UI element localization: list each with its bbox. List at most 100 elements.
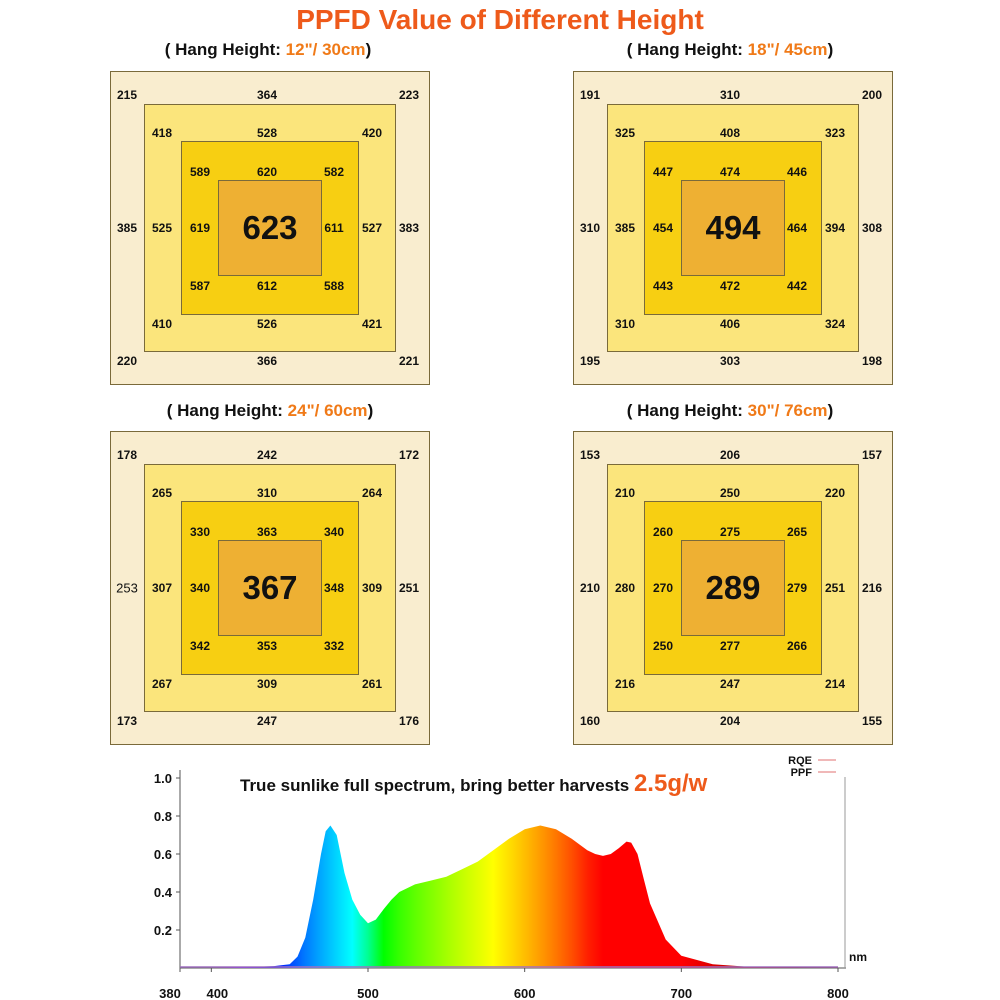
- ppfd-value-middle: 526: [256, 317, 278, 331]
- ppfd-value-outer: 178: [116, 448, 138, 462]
- ppfd-value-inner: 363: [256, 525, 278, 539]
- ppfd-value-middle: 280: [614, 581, 636, 595]
- y-tick-label: 0.6: [154, 847, 172, 862]
- spectrum-title-text: True sunlike full spectrum, bring better…: [240, 776, 634, 795]
- ppfd-value-inner: 332: [323, 639, 345, 653]
- spectrum-area: [180, 825, 838, 968]
- ppfd-value-inner: 589: [189, 165, 211, 179]
- ppfd-grid-12in: 215 364 223 385 383 220 366 221 418 528 420 525 527 4…: [110, 71, 430, 385]
- legend-rqe-label: RQE: [788, 755, 812, 767]
- ppfd-value-outer: 215: [116, 88, 138, 102]
- ppfd-value-outer: 303: [719, 354, 741, 368]
- ppfd-value-inner: 442: [786, 279, 808, 293]
- ppfd-value-middle: 310: [256, 486, 278, 500]
- ppfd-center-value: 494: [705, 209, 761, 246]
- ppfd-value-outer: 220: [116, 354, 138, 368]
- ppfd-value-inner: 446: [786, 165, 808, 179]
- panel-2-label-suffix: ): [827, 40, 834, 59]
- ppfd-value-inner: 265: [786, 525, 808, 539]
- x-tick-label: 700: [670, 986, 692, 1000]
- panel-3-label-prefix: ( Hang Height:: [166, 401, 288, 420]
- ppfd-value-inner: 275: [719, 525, 741, 539]
- ppfd-value-middle: 261: [361, 677, 383, 691]
- ppfd-value-middle: 309: [256, 677, 278, 691]
- ppfd-grid-18in: 191 310 200 310 308 195 303 198 325 408 323 385 394 3…: [573, 71, 893, 385]
- ppfd-value-inner: 279: [786, 581, 808, 595]
- ppfd-grid-rings: [110, 431, 430, 745]
- y-tick-label: 0.8: [154, 809, 172, 824]
- ppfd-value-inner: 250: [652, 639, 674, 653]
- ppfd-value-outer: 242: [256, 448, 278, 462]
- panel-3-height-label: ( Hang Height: 24"/ 60cm): [50, 401, 490, 421]
- ppfd-value-inner: 472: [719, 279, 741, 293]
- ppfd-value-middle: 420: [361, 126, 383, 140]
- ppfd-value-outer: 191: [579, 88, 601, 102]
- ppfd-value-outer: 153: [579, 448, 601, 462]
- ppfd-value-outer: 206: [719, 448, 741, 462]
- ppfd-value-inner: 612: [256, 279, 278, 293]
- ppfd-value-middle: 250: [719, 486, 741, 500]
- ppfd-value-middle: 267: [151, 677, 173, 691]
- ppfd-value-inner: 266: [786, 639, 808, 653]
- ppfd-value-middle: 214: [824, 677, 846, 691]
- panel-2-label-prefix: ( Hang Height:: [626, 40, 748, 59]
- ppfd-value-inner: 348: [323, 581, 345, 595]
- ppfd-value-outer: 310: [579, 221, 601, 235]
- ppfd-value-inner: 342: [189, 639, 211, 653]
- ppfd-value-middle: 325: [614, 126, 636, 140]
- ppfd-value-outer: 308: [861, 221, 883, 235]
- panel-4-label-value: 30"/ 76cm: [747, 401, 828, 420]
- ppfd-value-outer: 383: [398, 221, 420, 235]
- ppfd-value-outer: 253: [116, 580, 138, 596]
- ppfd-value-outer: 200: [861, 88, 883, 102]
- spectrum-title-highlight: 2.5g/w: [633, 770, 708, 797]
- panel-1-height-label: ( Hang Height: 12"/ 30cm): [48, 40, 488, 60]
- ppfd-value-outer: 172: [398, 448, 420, 462]
- ppfd-center-value: 289: [705, 569, 761, 606]
- ppfd-grid-24in: 178 242 172 253 251 173 247 176 265 310 264 307 309 2…: [110, 431, 430, 745]
- spectrum-chart: 0.2 0.4 0.6 0.8 1.0 380 400 500 600 700 800 nm RQEPP…: [154, 755, 867, 1000]
- ppfd-value-inner: 330: [189, 525, 211, 539]
- y-tick-label: 1.0: [154, 771, 172, 786]
- ppfd-value-middle: 247: [719, 677, 741, 691]
- ppfd-grid-rings: [573, 431, 893, 745]
- legend-ppf-label: PPF: [791, 767, 813, 779]
- y-tick-label: 0.2: [154, 923, 172, 938]
- ppfd-value-middle: 410: [151, 317, 173, 331]
- ppfd-value-inner: 619: [189, 221, 211, 235]
- ppfd-value-middle: 406: [719, 317, 741, 331]
- ppfd-value-outer: 157: [861, 448, 883, 462]
- ppfd-value-middle: 324: [824, 317, 846, 331]
- ppfd-value-outer: 173: [116, 714, 138, 728]
- ppfd-value-inner: 260: [652, 525, 674, 539]
- x-tick-label: 400: [206, 986, 228, 1000]
- panel-4-label-prefix: ( Hang Height:: [626, 401, 748, 420]
- ppfd-value-outer: 310: [719, 88, 741, 102]
- ppfd-grid-rings: [110, 71, 430, 385]
- ppfd-value-inner: 587: [189, 279, 211, 293]
- ppfd-zone-center: [681, 180, 785, 276]
- ppfd-value-outer: 247: [256, 714, 278, 728]
- panel-4-label-suffix: ): [827, 401, 834, 420]
- panel-1-label-prefix: ( Hang Height:: [164, 40, 286, 59]
- ppfd-value-inner: 611: [324, 221, 344, 235]
- ppfd-value-inner: 474: [719, 165, 741, 179]
- ppfd-value-outer: 204: [719, 714, 741, 728]
- ppfd-value-middle: 264: [361, 486, 383, 500]
- ppfd-value-outer: 160: [579, 714, 601, 728]
- ppfd-value-outer: 155: [861, 714, 883, 728]
- ppfd-value-middle: 265: [151, 486, 173, 500]
- ppfd-value-inner: 340: [323, 525, 345, 539]
- ppfd-center-value: 623: [242, 209, 298, 246]
- ppfd-value-inner: 464: [786, 221, 808, 235]
- ppfd-value-inner: 582: [323, 165, 345, 179]
- ppfd-value-outer: 366: [256, 354, 278, 368]
- x-tick-label: 380: [159, 986, 181, 1000]
- ppfd-value-middle: 323: [824, 126, 846, 140]
- ppfd-center-value: 367: [242, 569, 298, 606]
- ppfd-value-inner: 447: [652, 165, 674, 179]
- ppfd-value-inner: 443: [652, 279, 674, 293]
- spectrum-title: True sunlike full spectrum, bring better…: [240, 770, 707, 798]
- ppfd-value-outer: 195: [579, 354, 601, 368]
- ppfd-value-middle: 307: [151, 581, 173, 595]
